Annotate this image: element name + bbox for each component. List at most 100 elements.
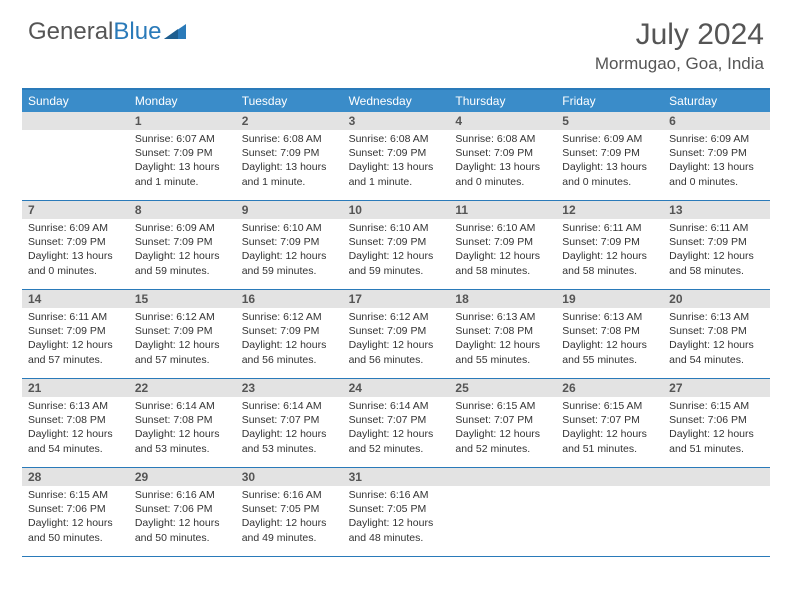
day-cell: 18Sunrise: 6:13 AMSunset: 7:08 PMDayligh… [449, 290, 556, 378]
day-content: Sunrise: 6:08 AMSunset: 7:09 PMDaylight:… [236, 130, 343, 193]
day-line: Sunrise: 6:12 AM [349, 310, 444, 324]
day-content: Sunrise: 6:10 AMSunset: 7:09 PMDaylight:… [343, 219, 450, 282]
week-row: 1Sunrise: 6:07 AMSunset: 7:09 PMDaylight… [22, 112, 770, 201]
day-number: 18 [449, 290, 556, 308]
day-line: Sunrise: 6:10 AM [455, 221, 550, 235]
day-number: 2 [236, 112, 343, 130]
day-line: Sunrise: 6:15 AM [669, 399, 764, 413]
day-line: Sunset: 7:06 PM [28, 502, 123, 516]
day-line: Sunset: 7:08 PM [455, 324, 550, 338]
day-content: Sunrise: 6:09 AMSunset: 7:09 PMDaylight:… [22, 219, 129, 282]
day-line: Sunset: 7:09 PM [28, 235, 123, 249]
day-content: Sunrise: 6:13 AMSunset: 7:08 PMDaylight:… [449, 308, 556, 371]
day-cell: 7Sunrise: 6:09 AMSunset: 7:09 PMDaylight… [22, 201, 129, 289]
day-line: Daylight: 12 hours [349, 427, 444, 441]
day-line: Sunset: 7:09 PM [562, 235, 657, 249]
day-line: and 50 minutes. [135, 531, 230, 545]
day-line: Daylight: 12 hours [455, 338, 550, 352]
day-line: Daylight: 13 hours [349, 160, 444, 174]
day-line: Sunset: 7:05 PM [349, 502, 444, 516]
day-line: Sunset: 7:07 PM [242, 413, 337, 427]
day-content: Sunrise: 6:09 AMSunset: 7:09 PMDaylight:… [663, 130, 770, 193]
day-cell: 31Sunrise: 6:16 AMSunset: 7:05 PMDayligh… [343, 468, 450, 556]
day-line: Sunset: 7:08 PM [669, 324, 764, 338]
day-line: Sunset: 7:09 PM [242, 235, 337, 249]
day-line: Sunrise: 6:15 AM [562, 399, 657, 413]
day-content: Sunrise: 6:11 AMSunset: 7:09 PMDaylight:… [22, 308, 129, 371]
day-header-tuesday: Tuesday [236, 90, 343, 112]
day-cell: 21Sunrise: 6:13 AMSunset: 7:08 PMDayligh… [22, 379, 129, 467]
day-cell: 3Sunrise: 6:08 AMSunset: 7:09 PMDaylight… [343, 112, 450, 200]
day-line: Sunset: 7:09 PM [669, 235, 764, 249]
day-number: 25 [449, 379, 556, 397]
header: GeneralBlue July 2024 Mormugao, Goa, Ind… [0, 0, 792, 80]
logo: GeneralBlue [28, 18, 186, 46]
day-number: 27 [663, 379, 770, 397]
day-line: Sunrise: 6:11 AM [562, 221, 657, 235]
day-content: Sunrise: 6:13 AMSunset: 7:08 PMDaylight:… [663, 308, 770, 371]
day-line: Sunrise: 6:14 AM [349, 399, 444, 413]
day-line: Daylight: 12 hours [28, 338, 123, 352]
day-line: Sunset: 7:09 PM [135, 324, 230, 338]
day-line: and 56 minutes. [242, 353, 337, 367]
day-line: and 59 minutes. [349, 264, 444, 278]
day-cell: 8Sunrise: 6:09 AMSunset: 7:09 PMDaylight… [129, 201, 236, 289]
day-line: and 1 minute. [135, 175, 230, 189]
day-cell: 11Sunrise: 6:10 AMSunset: 7:09 PMDayligh… [449, 201, 556, 289]
day-line: and 57 minutes. [28, 353, 123, 367]
day-line: and 54 minutes. [28, 442, 123, 456]
day-content: Sunrise: 6:13 AMSunset: 7:08 PMDaylight:… [22, 397, 129, 460]
day-cell: 12Sunrise: 6:11 AMSunset: 7:09 PMDayligh… [556, 201, 663, 289]
day-line: Daylight: 12 hours [135, 516, 230, 530]
day-line: and 51 minutes. [562, 442, 657, 456]
day-number: 6 [663, 112, 770, 130]
day-line: Sunrise: 6:09 AM [28, 221, 123, 235]
day-line: Sunset: 7:09 PM [242, 324, 337, 338]
day-line: Sunrise: 6:12 AM [242, 310, 337, 324]
day-content: Sunrise: 6:12 AMSunset: 7:09 PMDaylight:… [236, 308, 343, 371]
day-cell: 19Sunrise: 6:13 AMSunset: 7:08 PMDayligh… [556, 290, 663, 378]
day-cell: 29Sunrise: 6:16 AMSunset: 7:06 PMDayligh… [129, 468, 236, 556]
day-number: 10 [343, 201, 450, 219]
day-cell: 1Sunrise: 6:07 AMSunset: 7:09 PMDaylight… [129, 112, 236, 200]
day-cell: 20Sunrise: 6:13 AMSunset: 7:08 PMDayligh… [663, 290, 770, 378]
day-number: 5 [556, 112, 663, 130]
day-content [449, 486, 556, 492]
day-header-friday: Friday [556, 90, 663, 112]
day-line: Daylight: 12 hours [562, 427, 657, 441]
day-content: Sunrise: 6:15 AMSunset: 7:07 PMDaylight:… [556, 397, 663, 460]
day-content: Sunrise: 6:11 AMSunset: 7:09 PMDaylight:… [663, 219, 770, 282]
day-cell: 24Sunrise: 6:14 AMSunset: 7:07 PMDayligh… [343, 379, 450, 467]
day-content: Sunrise: 6:12 AMSunset: 7:09 PMDaylight:… [343, 308, 450, 371]
day-line: Sunrise: 6:10 AM [349, 221, 444, 235]
logo-text-1: General [28, 18, 113, 46]
day-line: Sunset: 7:09 PM [455, 146, 550, 160]
day-number: 11 [449, 201, 556, 219]
day-line: Sunrise: 6:08 AM [349, 132, 444, 146]
day-line: and 52 minutes. [455, 442, 550, 456]
day-number: 20 [663, 290, 770, 308]
day-line: Sunset: 7:08 PM [135, 413, 230, 427]
day-content: Sunrise: 6:16 AMSunset: 7:06 PMDaylight:… [129, 486, 236, 549]
day-content: Sunrise: 6:12 AMSunset: 7:09 PMDaylight:… [129, 308, 236, 371]
day-line: Sunset: 7:09 PM [562, 146, 657, 160]
day-line: and 55 minutes. [562, 353, 657, 367]
day-cell [22, 112, 129, 200]
day-number: 13 [663, 201, 770, 219]
day-line: Daylight: 12 hours [669, 427, 764, 441]
day-line: Daylight: 12 hours [349, 338, 444, 352]
day-number: 24 [343, 379, 450, 397]
day-line: Daylight: 12 hours [135, 427, 230, 441]
day-line: Sunrise: 6:16 AM [135, 488, 230, 502]
day-line: and 56 minutes. [349, 353, 444, 367]
day-line: and 0 minutes. [669, 175, 764, 189]
week-row: 7Sunrise: 6:09 AMSunset: 7:09 PMDaylight… [22, 201, 770, 290]
day-cell: 10Sunrise: 6:10 AMSunset: 7:09 PMDayligh… [343, 201, 450, 289]
day-line: Sunrise: 6:08 AM [455, 132, 550, 146]
day-line: Daylight: 12 hours [455, 249, 550, 263]
day-line: Sunrise: 6:16 AM [349, 488, 444, 502]
day-cell: 14Sunrise: 6:11 AMSunset: 7:09 PMDayligh… [22, 290, 129, 378]
day-content: Sunrise: 6:08 AMSunset: 7:09 PMDaylight:… [449, 130, 556, 193]
day-number: 7 [22, 201, 129, 219]
day-number: 28 [22, 468, 129, 486]
